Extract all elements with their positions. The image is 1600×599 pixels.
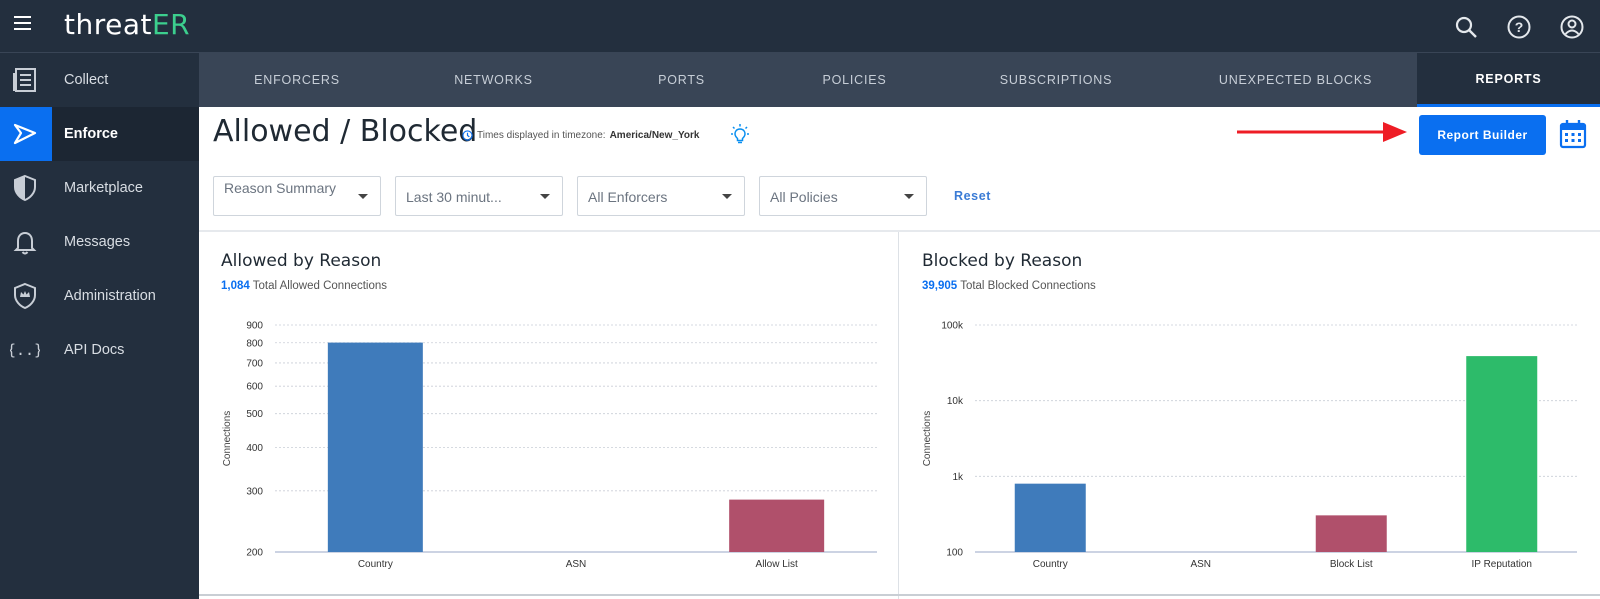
reset-button[interactable]: Reset bbox=[954, 189, 992, 203]
blocked-total-label: Total Blocked Connections bbox=[960, 280, 1096, 292]
svg-text:?: ? bbox=[1515, 19, 1524, 35]
calendar-icon[interactable] bbox=[1558, 118, 1588, 150]
x-tick-label: Country bbox=[358, 559, 393, 570]
x-tick-label: Country bbox=[1033, 559, 1068, 570]
policies-select[interactable]: All Policies bbox=[759, 176, 927, 216]
blocked-total-count: 39,905 bbox=[922, 280, 958, 292]
blocked-panel-title: Blocked by Reason bbox=[922, 251, 1083, 271]
x-tick-label: Block List bbox=[1330, 559, 1373, 570]
x-tick-label: Allow List bbox=[756, 559, 798, 570]
y-tick-label: 100k bbox=[941, 321, 964, 332]
y-axis-label: Connections bbox=[922, 411, 933, 467]
chevron-down-icon bbox=[540, 194, 550, 199]
sidebar-item-label: Marketplace bbox=[64, 180, 143, 196]
search-icon[interactable] bbox=[1453, 14, 1479, 40]
admin-shield-icon bbox=[10, 281, 40, 311]
tab-subscriptions[interactable]: SUBSCRIPTIONS bbox=[999, 73, 1113, 87]
logo-accent-text: ER bbox=[151, 8, 191, 41]
allowed-panel-title: Allowed by Reason bbox=[221, 251, 382, 271]
y-tick-label: 700 bbox=[246, 358, 263, 369]
allowed-total-label: Total Allowed Connections bbox=[252, 280, 388, 292]
tab-unexpected-blocks[interactable]: UNEXPECTED BLOCKS bbox=[1218, 73, 1373, 87]
sidebar-item-label: Collect bbox=[64, 72, 109, 88]
lightbulb-icon[interactable] bbox=[728, 123, 752, 147]
section-divider bbox=[199, 230, 1600, 232]
sidebar-item-label: Administration bbox=[64, 288, 156, 304]
tab-enforcers[interactable]: ENFORCERS bbox=[254, 73, 340, 87]
report-type-select[interactable]: Reason Summary bbox=[213, 176, 381, 216]
bar-ip-reputation[interactable] bbox=[1466, 356, 1538, 552]
svg-text:{..}: {..} bbox=[10, 341, 40, 359]
y-tick-label: 800 bbox=[246, 338, 263, 349]
account-icon[interactable] bbox=[1559, 14, 1585, 40]
clock-icon bbox=[462, 130, 473, 141]
bar-country[interactable] bbox=[327, 342, 423, 552]
enforce-icon bbox=[10, 119, 40, 149]
timezone-info: Times displayed in timezone: America/New… bbox=[462, 130, 699, 141]
sidebar-item-collect[interactable]: Collect bbox=[0, 53, 199, 107]
bar-block-list[interactable] bbox=[1315, 515, 1387, 552]
tab-policies[interactable]: POLICIES bbox=[822, 73, 887, 87]
tab-networks[interactable]: NETWORKS bbox=[454, 73, 533, 87]
blocked-by-reason-chart: 100 1k 10k 100k Connections Country ASN Block L… bbox=[922, 321, 1577, 570]
y-tick-label: 200 bbox=[246, 548, 263, 559]
chevron-down-icon bbox=[722, 194, 732, 199]
sidebar-item-enforce[interactable]: Enforce bbox=[0, 107, 199, 161]
shield-icon bbox=[10, 173, 40, 203]
allowed-total-count: 1,084 bbox=[221, 280, 250, 292]
collect-icon bbox=[10, 65, 40, 95]
time-range-select[interactable]: Last 30 minut... bbox=[395, 176, 563, 216]
y-tick-label: 1k bbox=[952, 472, 964, 483]
y-tick-label: 300 bbox=[246, 486, 263, 497]
timezone-label: Times displayed in timezone: bbox=[477, 130, 606, 141]
chevron-down-icon bbox=[358, 194, 368, 199]
bell-icon bbox=[10, 227, 40, 257]
x-tick-label: ASN bbox=[1190, 559, 1211, 570]
braces-icon: {..} bbox=[7, 335, 43, 365]
y-tick-label: 500 bbox=[246, 409, 263, 420]
policies-value: All Policies bbox=[770, 189, 838, 205]
allowed-total: 1,084 Total Allowed Connections bbox=[221, 280, 387, 292]
tab-reports[interactable]: REPORTS bbox=[1417, 53, 1600, 107]
y-axis-label: Connections bbox=[222, 411, 233, 467]
bar-allow-list[interactable] bbox=[729, 499, 825, 552]
sidebar-item-messages[interactable]: Messages bbox=[0, 215, 199, 269]
y-tick-label: 900 bbox=[246, 321, 263, 332]
time-range-value: Last 30 minut... bbox=[406, 189, 502, 205]
sidebar-item-api-docs[interactable]: {..} API Docs bbox=[0, 323, 199, 377]
red-arrow-annotation bbox=[1237, 122, 1407, 142]
help-icon[interactable]: ? bbox=[1506, 14, 1532, 40]
x-tick-label: IP Reputation bbox=[1472, 559, 1532, 570]
x-tick-label: ASN bbox=[566, 559, 587, 570]
sidebar-item-label: API Docs bbox=[64, 342, 125, 358]
timezone-value: America/New_York bbox=[609, 130, 700, 141]
y-tick-label: 100 bbox=[946, 548, 963, 559]
top-bar: threatER ? bbox=[0, 0, 1600, 53]
chevron-down-icon bbox=[904, 194, 914, 199]
bottom-divider bbox=[199, 594, 1600, 596]
hamburger-menu-icon[interactable] bbox=[14, 16, 34, 36]
bar-country[interactable] bbox=[1014, 483, 1086, 552]
y-tick-label: 600 bbox=[246, 382, 263, 393]
sidebar-item-administration[interactable]: Administration bbox=[0, 269, 199, 323]
y-tick-label: 10k bbox=[947, 396, 964, 407]
page-title: Allowed / Blocked bbox=[213, 114, 478, 149]
app-logo[interactable]: threatER bbox=[64, 8, 190, 41]
report-builder-button[interactable]: Report Builder bbox=[1419, 115, 1546, 155]
logo-text: threat bbox=[64, 8, 152, 41]
blocked-total: 39,905 Total Blocked Connections bbox=[922, 280, 1096, 292]
tab-ports[interactable]: PORTS bbox=[658, 73, 705, 87]
sidebar-item-label: Messages bbox=[64, 234, 131, 250]
report-type-value: Reason Summary bbox=[224, 180, 337, 196]
sidebar: Collect Enforce Marketplace Messages Adm… bbox=[0, 53, 199, 599]
panel-divider bbox=[898, 232, 899, 599]
enforcers-select[interactable]: All Enforcers bbox=[577, 176, 745, 216]
tab-bar: ENFORCERS NETWORKS PORTS POLICIES SUBSCR… bbox=[199, 53, 1600, 107]
enforcers-value: All Enforcers bbox=[588, 189, 668, 205]
allowed-by-reason-chart: 200 300 400 500 600 700 800 900 Connections Count… bbox=[222, 321, 877, 570]
sidebar-item-label: Enforce bbox=[64, 126, 118, 142]
sidebar-item-marketplace[interactable]: Marketplace bbox=[0, 161, 199, 215]
y-tick-label: 400 bbox=[246, 443, 263, 454]
